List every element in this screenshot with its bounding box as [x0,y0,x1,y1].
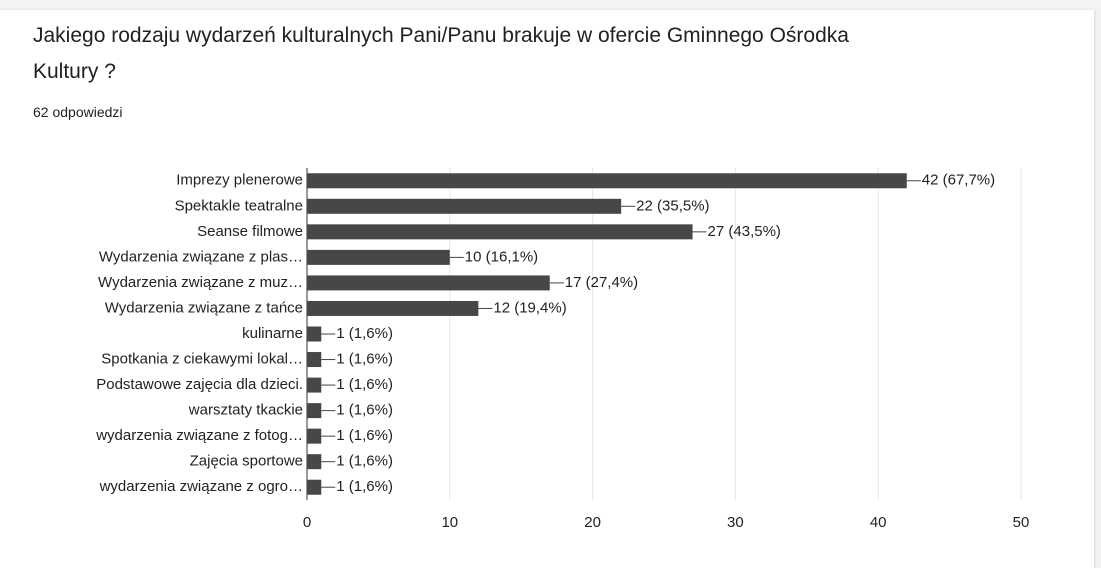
y-tick-label: wydarzenia związane z fotog… [95,427,303,444]
bar [307,454,322,470]
bar [307,403,322,419]
bar [307,275,550,291]
data-label: 1 (1,6%) [336,453,393,470]
bar [307,326,322,342]
y-tick-label: Wydarzenia związane z muz… [98,274,303,291]
y-tick-label: kulinarne [242,325,303,342]
y-tick-label: Zajęcia sportowe [190,453,303,470]
x-tick-label: 20 [584,514,601,531]
bar [307,224,693,240]
data-label: 1 (1,6%) [336,402,393,419]
x-tick-label: 40 [870,514,887,531]
bar [307,479,322,495]
x-tick-label: 0 [303,514,311,531]
bar [307,249,450,265]
data-label: 27 (43,5%) [708,223,781,240]
x-tick-label: 10 [441,514,458,531]
x-tick-label: 30 [727,514,744,531]
y-tick-label: Imprezy plenerowe [176,172,303,189]
y-tick-label: Podstawowe zajęcia dla dzieci. [96,376,303,393]
x-tick-label: 50 [1013,514,1030,531]
data-label: 12 (19,4%) [493,299,566,316]
bar [307,377,322,393]
y-tick-label: Wydarzenia związane z tańce [105,299,303,316]
data-label: 22 (35,5%) [636,197,709,214]
bar [307,300,479,316]
data-label: 1 (1,6%) [336,376,393,393]
data-label: 42 (67,7%) [922,172,995,189]
bar [307,352,322,368]
bar [307,173,907,189]
data-label: 1 (1,6%) [336,427,393,444]
y-tick-label: Wydarzenia związane z plas… [99,248,303,265]
bar [307,198,622,214]
data-label: 1 (1,6%) [336,478,393,495]
bar [307,428,322,444]
data-label: 1 (1,6%) [336,325,393,342]
y-tick-label: warsztaty tkackie [188,402,303,419]
y-tick-label: Seanse filmowe [197,223,303,240]
y-tick-label: Spotkania z ciekawymi lokal… [101,351,303,368]
y-tick-label: wydarzenia związane z ogro… [99,478,303,495]
chart-subtitle: 62 odpowiedzi [33,104,123,120]
y-tick-label: Spektakle teatralne [175,197,303,214]
data-label: 1 (1,6%) [336,351,393,368]
data-label: 10 (16,1%) [465,248,538,265]
data-label: 17 (27,4%) [565,274,638,291]
chart-title: Jakiego rodzaju wydarzeń kulturalnych Pa… [33,24,849,83]
